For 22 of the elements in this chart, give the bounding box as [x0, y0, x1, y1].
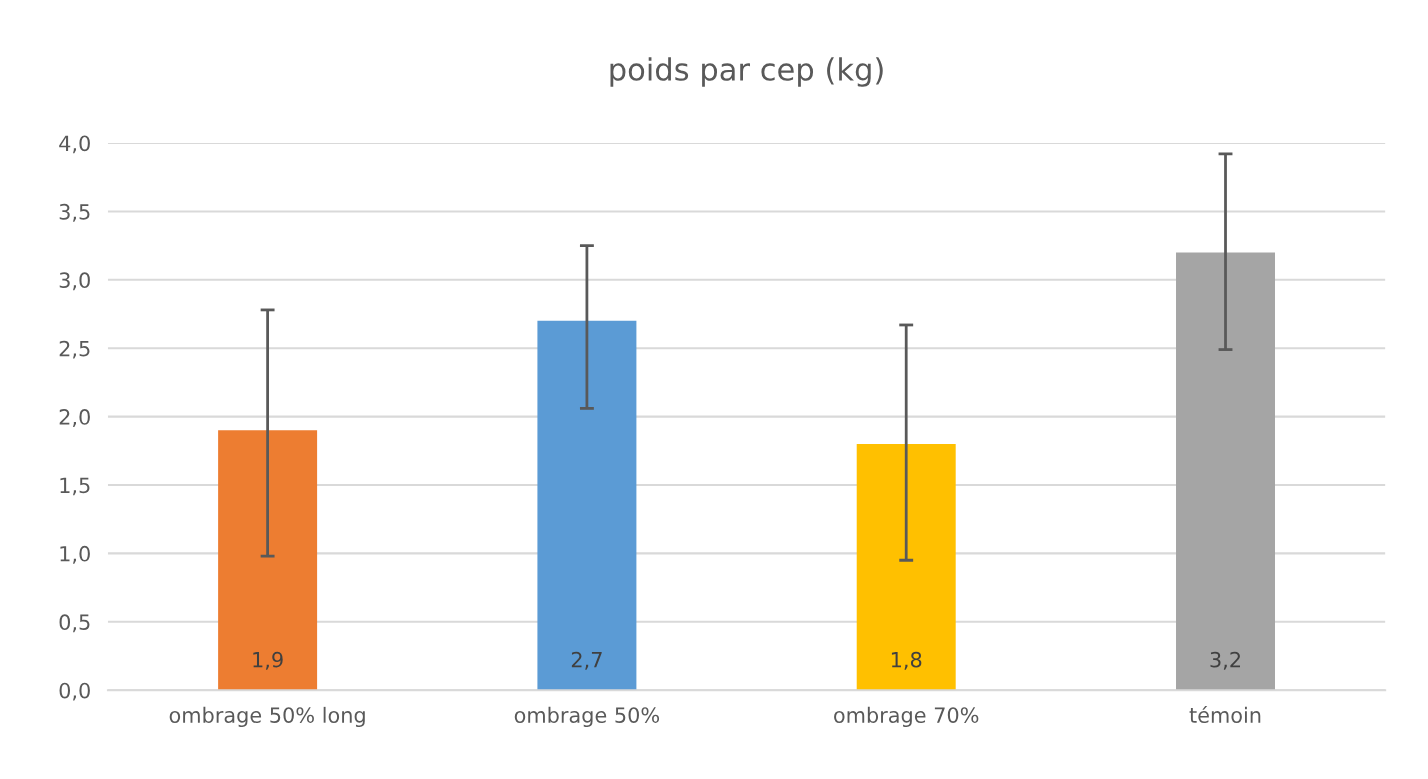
- y-tick-label: 3,0: [59, 272, 90, 291]
- bar: [856, 443, 956, 691]
- bar: [537, 320, 637, 691]
- x-tick-label: témoin: [1189, 706, 1261, 723]
- x-tick-label: ombrage 50%: [514, 706, 660, 728]
- y-tick-label: 0,5: [59, 614, 90, 633]
- data-label: 1,9: [253, 651, 283, 670]
- x-tick-label: ombrage 50% long: [169, 706, 365, 728]
- y-tick-label: 2,5: [59, 340, 90, 359]
- y-tick-label: 2,0: [59, 409, 90, 427]
- chart-title: poids par cep (kg): [610, 57, 883, 87]
- y-tick-label: 4,0: [59, 135, 90, 154]
- x-tick-label: ombrage 70%: [834, 706, 979, 728]
- y-tick-label: 1,5: [60, 477, 90, 496]
- y-tick-label: 1,0: [60, 545, 90, 564]
- bar: [1176, 252, 1275, 691]
- bar: [218, 430, 318, 691]
- data-label: 2,7: [571, 651, 602, 670]
- y-tick-label: 0,0: [59, 682, 90, 701]
- data-label: 3,2: [1210, 651, 1240, 670]
- data-label: 1,8: [891, 651, 922, 670]
- y-tick-label: 3,5: [59, 203, 90, 222]
